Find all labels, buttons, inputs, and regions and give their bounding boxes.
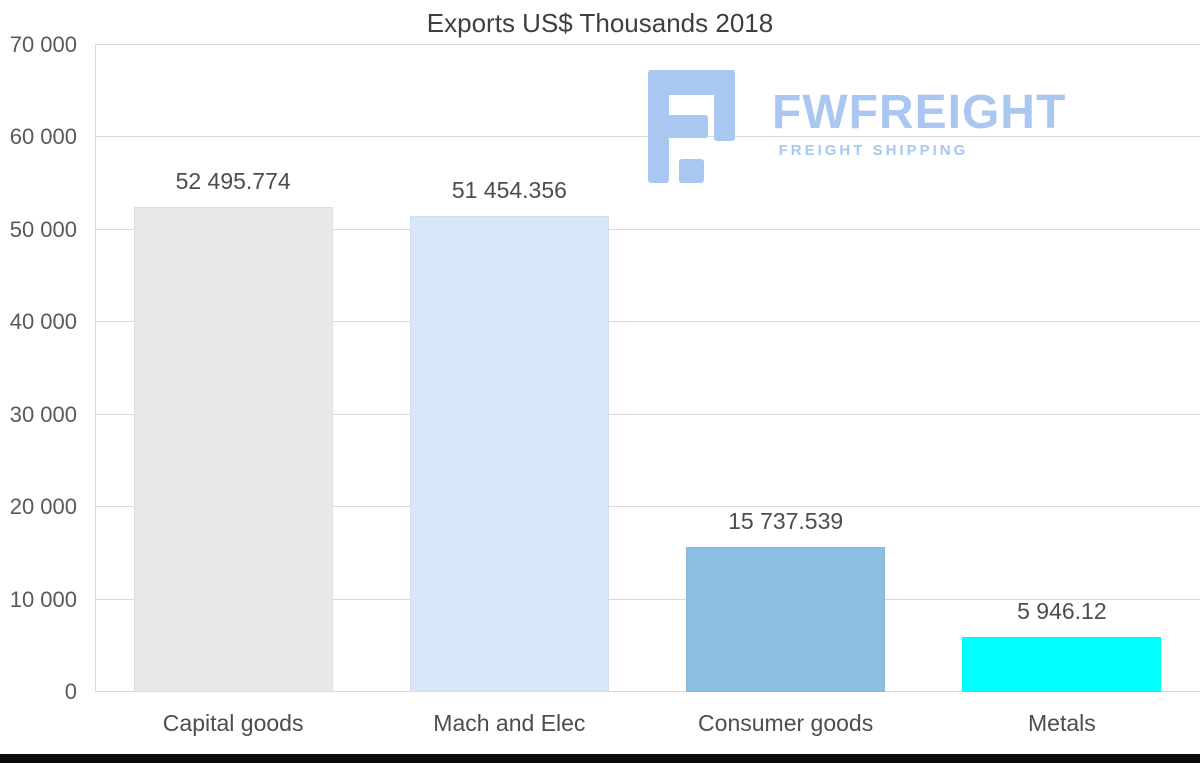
bar-slot: 52 495.774 [95, 45, 371, 692]
y-tick-label: 60 000 [9, 124, 77, 150]
gridline-20000 [95, 506, 1200, 508]
y-tick-label: 40 000 [9, 309, 77, 335]
watermark-text: FWFREIGHT FREIGHT SHIPPING [772, 70, 1066, 159]
gridline-60000 [95, 136, 1200, 138]
bar-metals [962, 637, 1162, 692]
x-axis-label: Metals [1028, 710, 1096, 736]
y-tick-label: 70 000 [9, 32, 77, 57]
bars-container: 52 495.774 51 454.356 15 737.539 5 946.12 [95, 45, 1200, 692]
plot-area: 52 495.774 51 454.356 15 737.539 5 946.12 [95, 44, 1200, 692]
bar-slot: 5 946.12 [924, 45, 1200, 692]
bar-slot: 51 454.356 [371, 45, 647, 692]
watermark: FWFREIGHT FREIGHT SHIPPING [648, 70, 1066, 183]
x-axis-label: Capital goods [162, 710, 304, 736]
bar-consumer-goods [686, 546, 886, 692]
chart-title: Exports US$ Thousands 2018 [426, 8, 774, 38]
bar-value-label: 51 454.356 [451, 177, 567, 204]
bar-capital-goods [133, 206, 333, 692]
bar-mach-and-elec [409, 216, 609, 692]
y-tick-label: 50 000 [9, 216, 77, 242]
gridline-0 [95, 691, 1200, 692]
bar-value-label: 15 737.539 [728, 507, 844, 534]
y-axis-labels: 0 10 000 20 000 30 000 40 000 50 000 60 000 70 … [0, 32, 85, 704]
gridline-50000 [95, 228, 1200, 230]
y-tick-label: 10 000 [9, 586, 77, 612]
y-tick-label: 0 [64, 679, 77, 704]
gridline-70000 [95, 44, 1200, 45]
fwfreight-logo-icon [648, 70, 735, 183]
watermark-tagline: FREIGHT SHIPPING [778, 142, 969, 160]
bar-slot: 15 737.539 [648, 45, 924, 692]
y-tick-label: 20 000 [9, 494, 77, 520]
y-tick-label: 30 000 [9, 401, 77, 427]
bar-value-label: 52 495.774 [175, 167, 291, 194]
gridline-40000 [95, 321, 1200, 323]
watermark-brand: FWFREIGHT [772, 86, 1067, 139]
x-axis-label: Consumer goods [698, 710, 874, 736]
bottom-bar [0, 754, 1200, 763]
y-axis-line [95, 45, 96, 692]
gridline-10000 [95, 598, 1200, 600]
gridline-30000 [95, 413, 1200, 415]
x-axis-labels: Capital goods Mach and Elec Consumer goods… [95, 710, 1200, 737]
x-axis-label: Mach and Elec [433, 710, 586, 736]
bar-value-label: 5 946.12 [1017, 598, 1107, 625]
